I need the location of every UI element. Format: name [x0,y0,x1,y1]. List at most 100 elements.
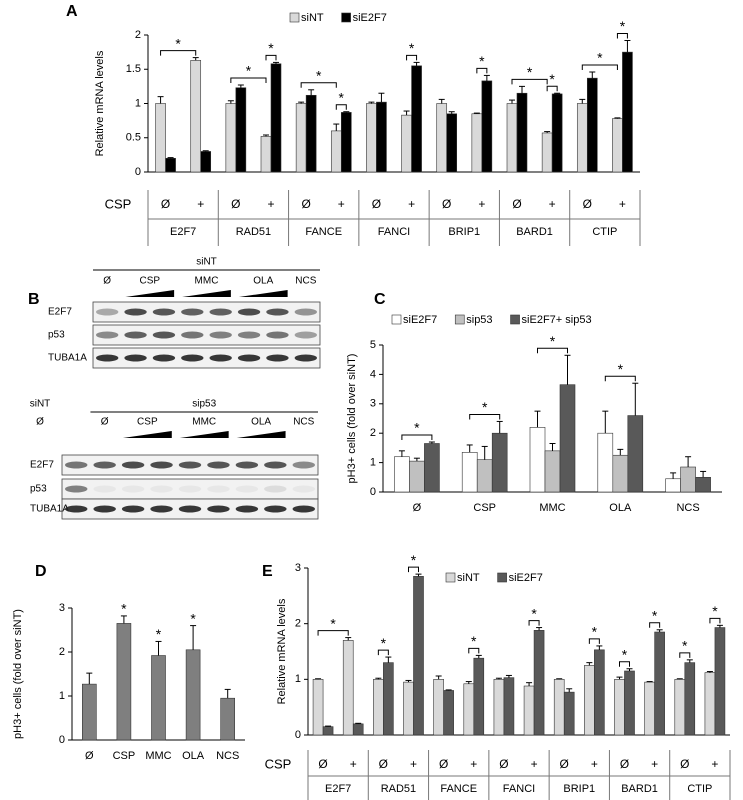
bar [394,456,410,493]
blot-lane-label: OLA [251,417,271,428]
blot-band [292,461,315,469]
bar [481,80,493,173]
bar [411,65,422,173]
blot-band [93,485,116,493]
blot-band [235,461,259,469]
bar [491,432,508,493]
blot-band [292,505,315,513]
bar [503,677,515,736]
y-tick-label: 5 [370,339,376,351]
x-tick-label: + [549,197,556,211]
bar [403,681,414,736]
bar [576,103,588,173]
significance-star: * [411,552,417,568]
x-tick-label: Ø [512,197,521,211]
blot-band [96,308,119,316]
bar [220,697,235,741]
bar [116,623,132,741]
x-tick-label: CSP [473,502,496,514]
bar [665,478,681,493]
blot-band [152,308,176,316]
blot-band [264,485,287,493]
x-tick-label: + [197,197,204,211]
legend-swatch [454,314,465,325]
blot-band [121,461,145,469]
significance-star: * [622,646,628,662]
blot-band [209,308,232,316]
x-tick-label: Ø [301,197,310,211]
blot-header: siNT [30,399,51,410]
bar [225,103,237,173]
significance-star: * [618,361,624,377]
group-label: CTIP [592,226,617,238]
blot-row-label: TUBA1A [30,504,69,515]
significance-bracket [406,54,418,61]
bar [516,92,528,173]
legend-swatch [341,12,351,23]
bar [559,384,576,493]
blot-band [209,354,232,362]
blot-band [121,485,145,493]
blot-band [235,485,259,493]
significance-bracket [408,566,419,573]
x-tick-label: Ø [583,197,592,211]
blot-lane-label: MMC [192,417,216,428]
significance-bracket [588,638,600,644]
legend-label: siNT [457,572,480,584]
blot-band [294,331,317,339]
panel-letter: E [262,563,273,580]
y-tick-label: 1.5 [126,63,141,75]
blot-band [178,485,202,493]
bar [586,77,598,173]
bar [544,450,561,493]
blot-band [152,354,176,362]
blot-strip [92,347,321,369]
blot-band [266,308,289,316]
x-tick-label: Ø [680,757,689,771]
x-tick-label: MMC [539,502,565,514]
y-tick-label: 2 [135,29,141,41]
bar [594,649,605,736]
significance-star: * [682,638,688,654]
y-tick-label: 4 [370,368,376,380]
blot-lane-label: NCS [293,417,314,428]
bar [533,630,545,736]
bar [506,103,518,173]
significance-star: * [549,71,555,87]
x-tick-label: Ø [379,757,388,771]
bar [330,130,342,173]
significance-bracket [160,50,197,56]
y-axis-title: pH3+ cells (fold over siNT) [12,609,24,739]
bar [461,452,478,493]
bar [352,723,364,736]
bar [627,415,644,493]
dose-ramp [122,431,172,438]
blot-band [178,505,202,513]
dose-ramp [179,431,229,438]
y-tick-label: 1 [135,97,141,109]
blot-band [292,485,315,493]
group-label: BRIP1 [448,226,480,238]
bar [624,670,635,736]
bar [185,649,201,741]
y-tick-label: 1 [370,457,376,469]
blot-header: sip53 [192,399,216,410]
bar [597,432,614,493]
x-tick-label: Ø [318,757,327,771]
significance-bracket [476,67,488,74]
significance-bracket [468,647,480,654]
x-tick-label: + [478,197,485,211]
significance-star: * [531,605,537,621]
x-tick-label: CSP [113,750,136,762]
bar [563,691,575,736]
bar [155,103,166,173]
blot-band [181,331,204,339]
y-tick-label: 2 [370,427,376,439]
significance-star: * [597,50,603,66]
y-tick-label: 3 [59,602,65,614]
significance-bracket [709,617,721,624]
bar [409,460,425,493]
x-tick-label: + [350,757,357,771]
